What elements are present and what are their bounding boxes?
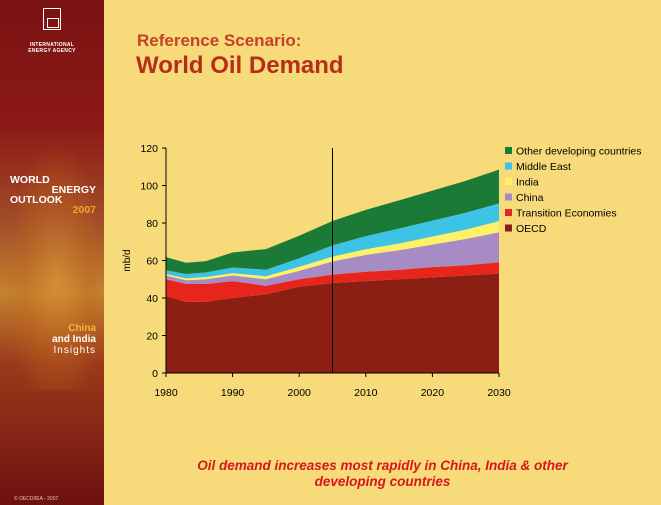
ci-line1: China xyxy=(68,323,96,334)
x-tick-label: 2010 xyxy=(354,387,378,399)
iea-logo-icon xyxy=(43,8,61,30)
y-tick-label: 20 xyxy=(146,331,158,343)
legend-label: Middle East xyxy=(516,161,571,173)
y-tick-label: 40 xyxy=(146,293,158,305)
legend-swatch xyxy=(505,178,512,185)
weo-year: 2007 xyxy=(72,204,96,216)
copyright-text: © OECD/IEA - 2007 xyxy=(14,496,59,502)
legend-swatch xyxy=(505,162,512,170)
chart-axes: 0 20 40 60 80 100 120 1980 1990 2000 2010 2020 2030 xyxy=(140,143,510,399)
legend-swatch xyxy=(505,147,512,154)
legend-label: Other developing countries xyxy=(516,146,642,158)
x-tick-label: 1990 xyxy=(221,387,245,399)
weo-title: WORLD ENERGY OUTLOOK 2007 xyxy=(10,174,96,216)
caption-line1: Oil demand increases most rapidly in Chi… xyxy=(197,458,568,473)
legend-label: Transition Economies xyxy=(516,208,617,220)
sidebar-panel: INTERNATIONAL ENERGY AGENCY WORLD ENERGY… xyxy=(0,0,104,505)
ci-line2: and India xyxy=(52,334,96,345)
china-india-insights: China and India Insights xyxy=(52,323,96,356)
y-tick-label: 80 xyxy=(146,218,158,230)
legend-swatch xyxy=(505,193,512,201)
map-graphic xyxy=(6,140,98,390)
y-tick-label: 0 xyxy=(152,368,158,380)
caption-line2: developing countries xyxy=(314,474,451,489)
org-name-line2: ENERGY AGENCY xyxy=(28,48,76,54)
org-name-line1: INTERNATIONAL xyxy=(29,42,75,48)
x-tick-label: 2020 xyxy=(421,387,445,399)
legend-swatch xyxy=(505,209,512,216)
chart-legend: Other developing countries Middle East Ind… xyxy=(505,146,642,235)
legend-swatch xyxy=(505,224,512,232)
ci-line3: Insights xyxy=(53,345,96,356)
area-china xyxy=(166,232,499,286)
y-tick-label: 120 xyxy=(140,143,158,155)
weo-line3: OUTLOOK xyxy=(10,194,63,206)
x-tick-label: 1980 xyxy=(154,387,178,399)
y-tick-label: 100 xyxy=(140,181,158,193)
weo-line2: ENERGY xyxy=(51,184,96,196)
legend-label: India xyxy=(516,177,539,189)
slide-subtitle: Reference Scenario: xyxy=(137,31,302,50)
y-axis-label: mb/d xyxy=(122,249,133,271)
y-tick-label: 60 xyxy=(146,256,158,268)
legend-label: OECD xyxy=(516,223,547,235)
weo-line1: WORLD xyxy=(10,174,50,186)
legend-label: China xyxy=(516,192,544,204)
x-tick-label: 2030 xyxy=(487,387,511,399)
slide-caption: Oil demand increases most rapidly in Chi… xyxy=(104,458,661,490)
x-tick-label: 2000 xyxy=(288,387,312,399)
slide-title: World Oil Demand xyxy=(136,52,344,79)
